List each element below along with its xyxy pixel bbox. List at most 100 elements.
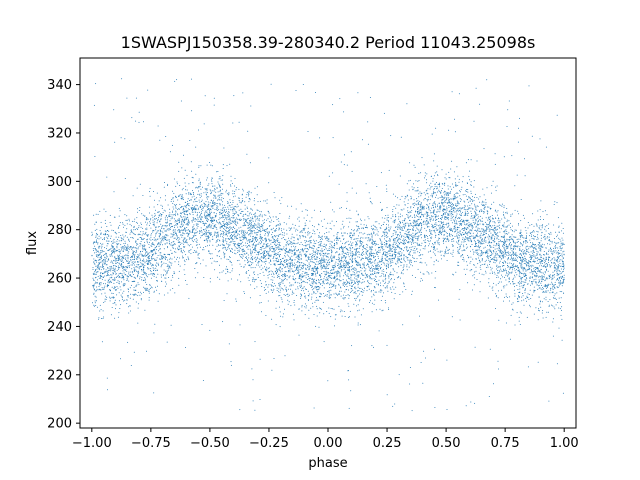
- data-point: [398, 241, 400, 243]
- data-point: [170, 262, 171, 264]
- data-point: [308, 280, 310, 282]
- data-point: [525, 273, 527, 275]
- data-point: [138, 227, 140, 229]
- data-point: [178, 270, 180, 272]
- data-point: [376, 268, 377, 269]
- data-point: [455, 197, 457, 199]
- data-point: [174, 232, 176, 234]
- data-point: [497, 272, 498, 274]
- data-point: [109, 269, 111, 271]
- data-point: [319, 307, 321, 309]
- data-point: [279, 284, 281, 286]
- data-point: [257, 264, 259, 266]
- data-point: [256, 240, 257, 242]
- data-point: [232, 243, 234, 245]
- data-point: [499, 241, 501, 242]
- data-point: [222, 179, 223, 181]
- data-point: [359, 265, 361, 267]
- data-point: [148, 290, 150, 292]
- data-point: [320, 275, 322, 277]
- data-point: [350, 248, 352, 250]
- data-point: [236, 212, 238, 214]
- data-point: [262, 255, 264, 257]
- data-point: [396, 260, 398, 262]
- data-point: [227, 222, 229, 224]
- data-point: [235, 205, 237, 207]
- data-point: [131, 231, 132, 232]
- data-point: [126, 270, 128, 272]
- data-point: [430, 175, 432, 177]
- data-point: [148, 297, 150, 299]
- data-point: [448, 207, 450, 208]
- data-point: [216, 205, 218, 207]
- data-point: [174, 256, 175, 258]
- data-point: [337, 271, 339, 273]
- data-point: [118, 300, 120, 302]
- data-point: [310, 235, 312, 237]
- data-point: [504, 241, 506, 243]
- data-point: [241, 231, 243, 233]
- data-point: [139, 260, 141, 262]
- data-point: [206, 234, 208, 236]
- data-point: [169, 151, 171, 153]
- data-point: [460, 256, 462, 258]
- data-point: [436, 186, 438, 188]
- data-point: [419, 252, 420, 254]
- data-point: [145, 221, 146, 223]
- data-point: [195, 263, 197, 265]
- data-point: [420, 362, 422, 363]
- data-point: [487, 223, 489, 225]
- data-point: [257, 277, 259, 278]
- data-point: [499, 271, 501, 273]
- data-point: [266, 284, 267, 286]
- data-point: [254, 274, 256, 275]
- data-point: [135, 241, 137, 243]
- data-point: [297, 229, 299, 231]
- data-point: [397, 244, 399, 246]
- data-point: [343, 255, 345, 257]
- data-point: [296, 250, 298, 252]
- data-point: [104, 279, 106, 281]
- data-point: [525, 249, 527, 251]
- data-point: [468, 224, 470, 226]
- data-point: [445, 219, 447, 220]
- data-point: [192, 237, 194, 238]
- data-point: [161, 205, 163, 207]
- data-point: [555, 267, 557, 269]
- data-point: [100, 289, 102, 291]
- data-point: [185, 193, 187, 195]
- data-point: [206, 194, 207, 196]
- data-point: [273, 358, 275, 359]
- data-point: [153, 249, 155, 251]
- data-point: [112, 261, 113, 263]
- data-point: [320, 296, 322, 298]
- data-point: [384, 236, 386, 238]
- data-point: [218, 219, 220, 221]
- data-point: [191, 170, 193, 172]
- data-point: [253, 230, 255, 232]
- data-point: [310, 298, 312, 300]
- data-point: [475, 249, 477, 251]
- data-point: [313, 291, 315, 292]
- data-point: [368, 233, 370, 235]
- data-point: [386, 286, 388, 288]
- data-point: [518, 296, 520, 298]
- data-point: [207, 231, 209, 233]
- data-point: [442, 202, 444, 204]
- data-point: [359, 300, 361, 302]
- data-point: [183, 233, 185, 235]
- data-point: [265, 238, 267, 240]
- data-point: [239, 243, 241, 244]
- data-point: [403, 223, 405, 225]
- data-point: [183, 177, 185, 179]
- data-point: [250, 264, 252, 266]
- data-point: [209, 281, 211, 283]
- data-point: [223, 228, 224, 230]
- data-point: [109, 248, 111, 250]
- data-point: [296, 255, 298, 257]
- data-point: [99, 210, 101, 212]
- data-point: [509, 242, 510, 244]
- data-point: [514, 283, 516, 285]
- data-point: [434, 247, 436, 248]
- data-point: [289, 285, 291, 287]
